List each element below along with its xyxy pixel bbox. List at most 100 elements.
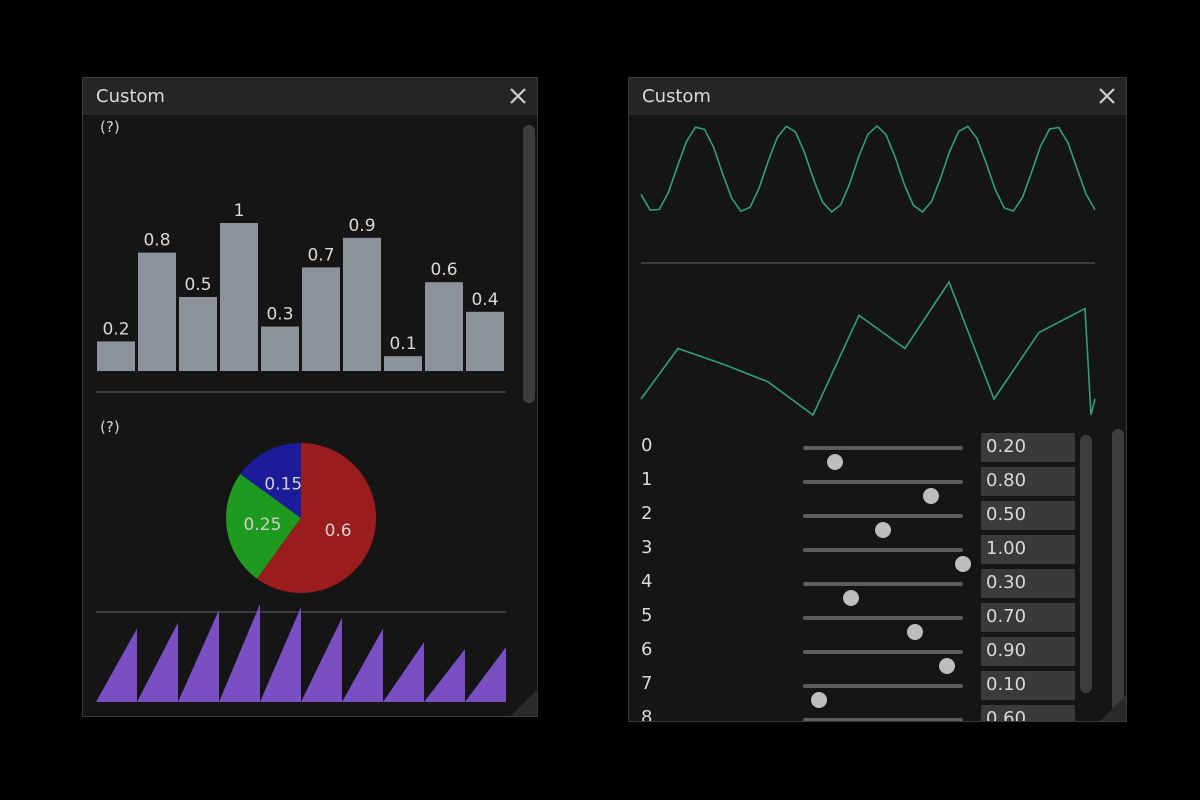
slider-knob[interactable]: [907, 624, 923, 640]
slider-value: 0.30: [986, 572, 1027, 593]
slider-label: 5: [641, 605, 653, 626]
slider-label: 3: [641, 537, 653, 558]
bar-value-label: 0.4: [471, 290, 498, 310]
slider-knob[interactable]: [811, 692, 827, 708]
bar: [138, 252, 176, 371]
slider-value-field[interactable]: 1.00: [981, 535, 1075, 564]
bar-value-label: 0.6: [430, 260, 457, 280]
slider-knob[interactable]: [875, 522, 891, 538]
slider-knob[interactable]: [939, 658, 955, 674]
slider-knob[interactable]: [923, 488, 939, 504]
slider-label: 2: [641, 503, 653, 524]
slider-knob[interactable]: [955, 556, 971, 572]
right-plots: [640, 124, 1096, 417]
slider-track[interactable]: [803, 548, 971, 572]
slider-row: 8 0.60: [629, 703, 1089, 721]
slider-row: 1 0.80: [629, 465, 1089, 504]
slider-track[interactable]: [803, 616, 963, 640]
pie-slice-label: 0.25: [244, 515, 282, 535]
pie-slice-label: 0.15: [264, 474, 302, 494]
window-title: Custom: [642, 86, 711, 107]
bar: [302, 267, 340, 371]
slider-row: 0 0.20: [629, 431, 1089, 470]
slider-list: 0 0.20 1 0.80 2 0.50 3 1.00 4 0.30 5 0.70 6 0.90 7 0.10…: [629, 431, 1093, 721]
window-content: 0 0.20 1 0.80 2 0.50 3 1.00 4 0.30 5 0.70 6 0.90 7 0.10…: [629, 115, 1126, 721]
pie-slice: [256, 443, 376, 593]
slider-value-field[interactable]: 0.60: [981, 705, 1075, 721]
slider-track[interactable]: [803, 650, 963, 674]
bar: [220, 223, 258, 371]
bar: [343, 237, 381, 371]
pie-chart: 0.6 0.25 0.15: [226, 443, 376, 593]
slider-label: 7: [641, 673, 653, 694]
vertical-scrollbar[interactable]: [519, 115, 537, 716]
spike: [301, 617, 342, 702]
spike: [383, 642, 424, 702]
custom-window-left: Custom (?) 0.2 0.8 0.5 1 0.3 0.7 0.9 0.1 0.6 0.4 …: [82, 77, 538, 717]
slider-row: 5 0.70: [629, 601, 1089, 640]
help-marker[interactable]: (?): [100, 118, 120, 136]
spike: [137, 622, 178, 702]
slider-value: 0.80: [986, 470, 1027, 491]
close-icon[interactable]: [509, 87, 527, 105]
close-icon[interactable]: [1098, 87, 1116, 105]
scrollbar-thumb[interactable]: [1112, 429, 1124, 713]
slider-label: 0: [641, 435, 653, 456]
inner-scrollbar-thumb[interactable]: [1080, 435, 1092, 693]
wave-line: [640, 124, 1096, 213]
pie-slice: [226, 473, 301, 579]
spike: [178, 609, 219, 702]
slider-track[interactable]: [803, 718, 963, 721]
bar: [384, 356, 422, 371]
bar: [179, 297, 217, 371]
pie-slice: [240, 443, 301, 518]
spike: [219, 604, 260, 702]
zigzag-line: [640, 280, 1096, 417]
spike: [424, 649, 465, 702]
slider-knob[interactable]: [843, 590, 859, 606]
slider-value-field[interactable]: 0.80: [981, 467, 1075, 496]
slider-value: 0.20: [986, 436, 1027, 457]
resize-grip[interactable]: [1100, 695, 1126, 721]
slider-value-field[interactable]: 0.50: [981, 501, 1075, 530]
spike-chart: [96, 604, 506, 702]
slider-label: 6: [641, 639, 653, 660]
slider-label: 8: [641, 707, 653, 721]
bar: [425, 282, 463, 371]
scrollbar-thumb[interactable]: [523, 125, 535, 403]
slider-value-field[interactable]: 0.10: [981, 671, 1075, 700]
slider-label: 1: [641, 469, 653, 490]
bar-value-label: 0.8: [143, 231, 170, 251]
slider-value: 1.00: [986, 538, 1027, 559]
bar-value-label: 0.9: [348, 216, 375, 236]
slider-value: 0.10: [986, 674, 1027, 695]
vertical-scrollbar[interactable]: [1108, 115, 1126, 721]
slider-knob[interactable]: [827, 454, 843, 470]
slider-value-field[interactable]: 0.90: [981, 637, 1075, 666]
slider-row: 7 0.10: [629, 669, 1089, 708]
slider-row: 3 1.00: [629, 533, 1089, 572]
bar-value-label: 1: [234, 201, 245, 221]
spike: [465, 647, 506, 702]
slider-value-field[interactable]: 0.20: [981, 433, 1075, 462]
slider-track[interactable]: [803, 446, 963, 470]
spike: [342, 628, 383, 702]
slider-row: 6 0.90: [629, 635, 1089, 674]
spike: [96, 628, 137, 702]
slider-value-field[interactable]: 0.70: [981, 603, 1075, 632]
bar-value-label: 0.2: [102, 319, 129, 339]
resize-grip[interactable]: [511, 690, 537, 716]
window-title-bar[interactable]: Custom: [629, 78, 1126, 115]
help-marker[interactable]: (?): [100, 418, 120, 436]
slider-track[interactable]: [803, 514, 963, 538]
bar: [466, 311, 504, 371]
slider-value-field[interactable]: 0.30: [981, 569, 1075, 598]
bar-value-label: 0.3: [266, 305, 293, 325]
slider-track[interactable]: [803, 684, 963, 708]
window-title-bar[interactable]: Custom: [83, 78, 537, 115]
inner-scrollbar[interactable]: [1078, 433, 1094, 721]
bar-chart: 0.2 0.8 0.5 1 0.3 0.7 0.9 0.1 0.6 0.4: [97, 201, 504, 371]
slider-track[interactable]: [803, 480, 963, 504]
spike: [260, 606, 301, 702]
slider-track[interactable]: [803, 582, 963, 606]
